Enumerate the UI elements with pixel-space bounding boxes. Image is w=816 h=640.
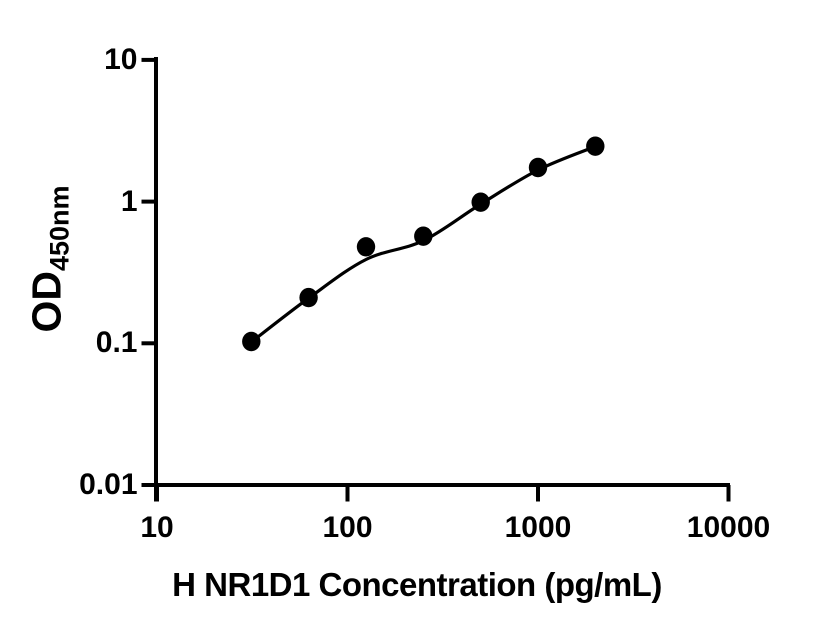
x-axis-title: H NR1D1 Concentration (pg/mL) [172, 566, 662, 603]
y-tick-label: 1 [120, 184, 138, 218]
y-axis-title-main: OD [23, 271, 70, 333]
x-tick-label: 10 [140, 511, 174, 544]
x-tick-label: 1000 [504, 511, 572, 544]
y-axis-title-subscript: 450nm [44, 185, 75, 272]
data-point-marker [471, 192, 490, 212]
data-point-marker [414, 226, 433, 246]
data-point-marker [586, 136, 605, 156]
data-point-marker [299, 287, 318, 308]
y-tick-label: 0.01 [79, 468, 138, 501]
y-tick-label: 10 [104, 42, 138, 76]
y-axis-title: OD 450nm [23, 185, 75, 333]
data-point-marker [242, 331, 261, 352]
data-point-marker [356, 237, 376, 257]
y-tick-label: 0.1 [95, 326, 138, 360]
data-point-marker [528, 157, 548, 178]
x-tick-label: 100 [322, 511, 373, 544]
x-tick-label: 10000 [686, 511, 771, 544]
